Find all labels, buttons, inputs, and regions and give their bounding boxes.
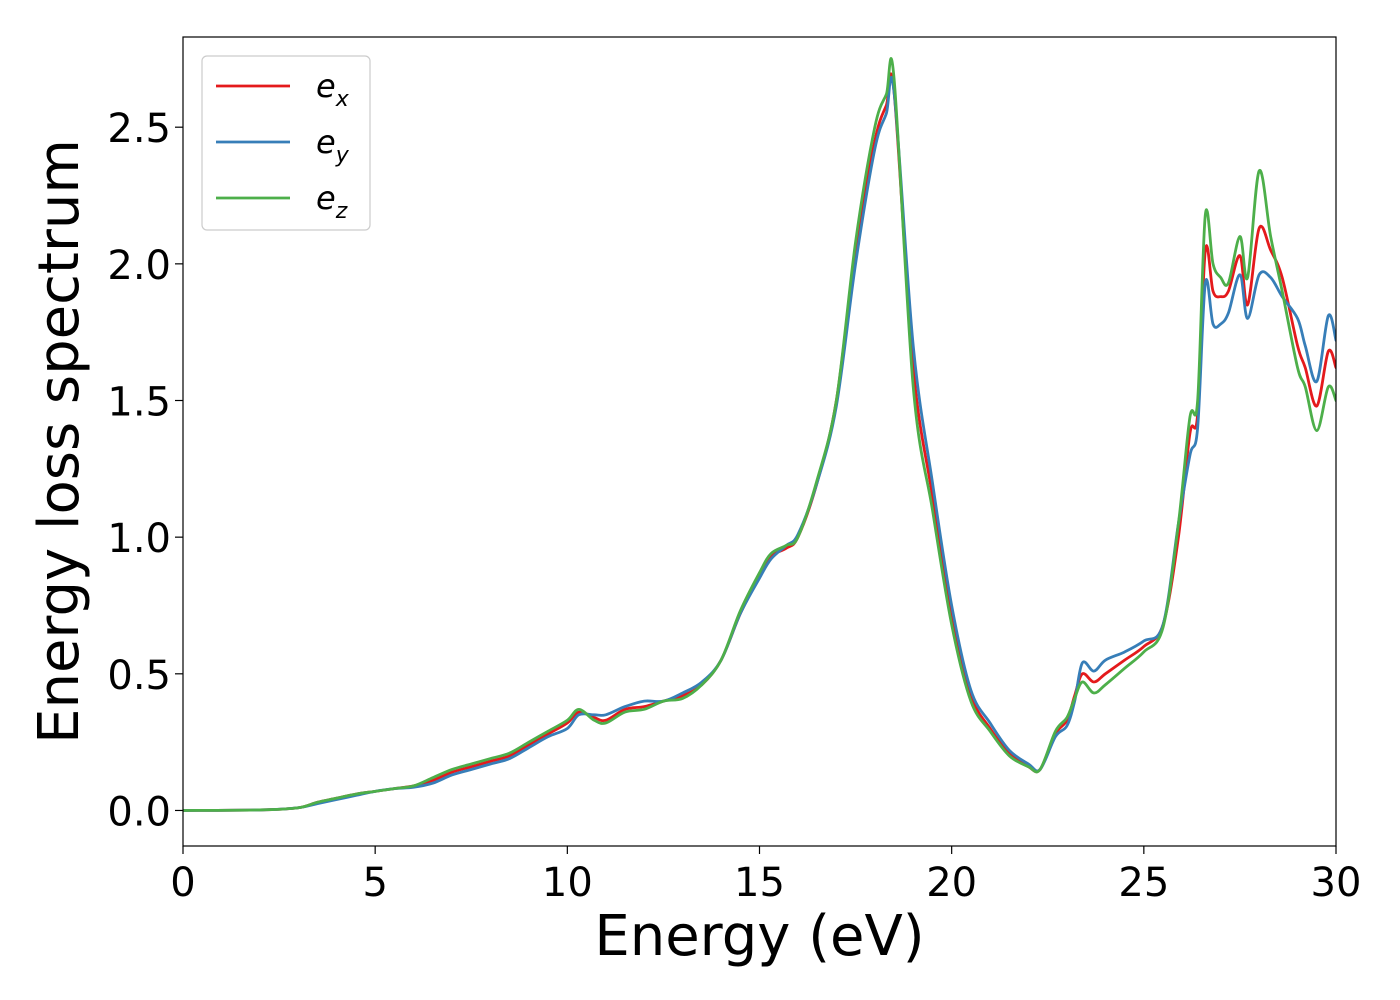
y-axis-title: Energy loss spectrum xyxy=(27,139,92,744)
x-tick-label: 30 xyxy=(1311,860,1362,906)
legend-label-z: ez xyxy=(316,179,348,224)
legend-label-subscript: x xyxy=(335,87,350,112)
legend-label-subscript: z xyxy=(335,199,348,224)
legend-label-y: ey xyxy=(316,123,350,168)
x-tick-label: 15 xyxy=(734,860,785,906)
y-tick-label: 2.0 xyxy=(107,243,171,289)
y-tick-label: 2.5 xyxy=(107,106,171,152)
y-tick-label: 0.0 xyxy=(107,789,171,835)
x-tick-label: 0 xyxy=(170,860,195,906)
x-axis-title: Energy (eV) xyxy=(594,904,924,969)
y-tick-label: 0.5 xyxy=(107,653,171,699)
legend-label-subscript: y xyxy=(335,143,350,168)
x-tick-label: 20 xyxy=(926,860,977,906)
x-tick-label: 10 xyxy=(542,860,593,906)
x-tick-label: 25 xyxy=(1118,860,1169,906)
plot-area xyxy=(183,57,1336,812)
legend-label-base: e xyxy=(316,179,336,217)
x-tick-label: 5 xyxy=(362,860,387,906)
legend-label-base: e xyxy=(316,123,336,161)
legend-label-base: e xyxy=(316,67,336,105)
legend-label-x: ex xyxy=(316,67,350,112)
y-tick-label: 1.0 xyxy=(107,516,171,562)
y-tick-label: 1.5 xyxy=(107,380,171,426)
series-line-z xyxy=(183,57,1336,812)
axes: 0 5 10 15 20 25 30 0.0 0.5 1.0 1.5 2.0 2.5 xyxy=(107,36,1362,906)
